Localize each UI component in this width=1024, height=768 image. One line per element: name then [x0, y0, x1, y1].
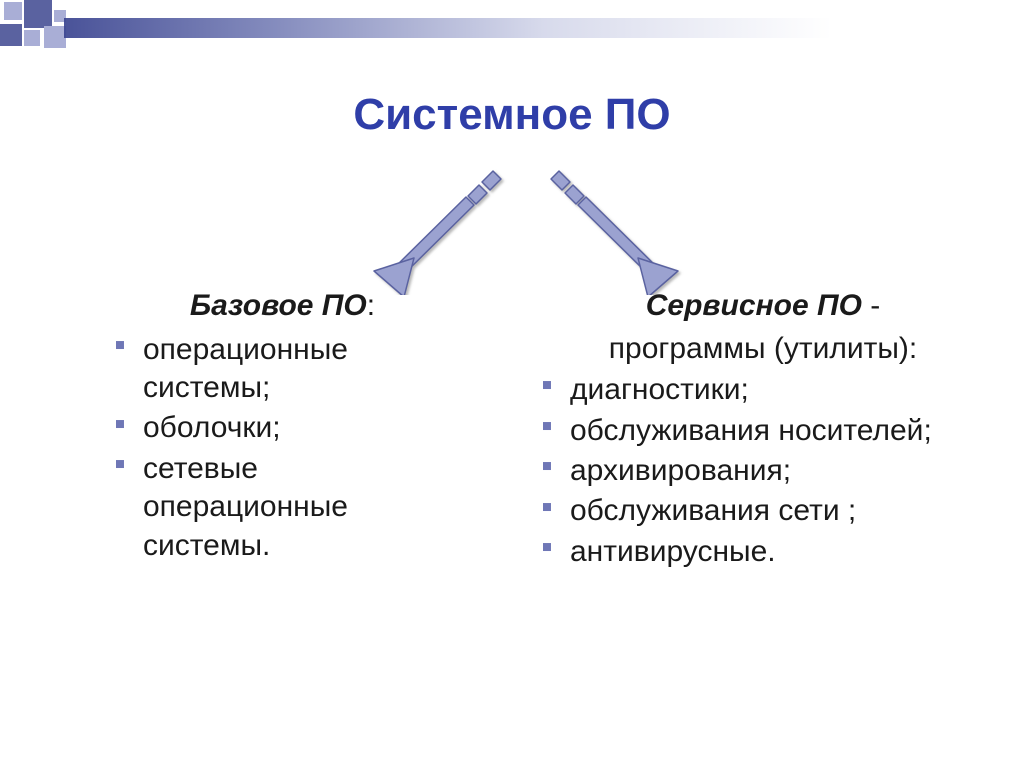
list-item: диагностики; — [542, 371, 984, 409]
branch-arrows — [0, 165, 1024, 275]
right-heading-suffix: - — [862, 289, 880, 322]
slide-title: Системное ПО — [0, 90, 1024, 140]
right-bullet-list: диагностики; обслуживания носителей; арх… — [542, 371, 984, 571]
content-columns: Базовое ПО: операционные системы; оболоч… — [0, 288, 1024, 573]
left-column: Базовое ПО: операционные системы; оболоч… — [0, 288, 470, 573]
left-heading-suffix: : — [367, 289, 375, 322]
right-heading-text: Сервисное ПО — [646, 289, 862, 322]
arrow-right — [551, 171, 678, 295]
list-item: сетевые операционные системы. — [115, 450, 450, 565]
left-heading-text: Базовое ПО — [190, 289, 367, 322]
list-item: обслуживания сети ; — [542, 492, 984, 530]
left-bullet-list: операционные системы; оболочки; сетевые … — [115, 331, 450, 565]
list-item: операционные системы; — [115, 331, 450, 408]
list-item: обслуживания носителей; — [542, 412, 984, 450]
right-column-subheading: программы (утилиты): — [542, 331, 984, 368]
list-item: антивирусные. — [542, 533, 984, 571]
arrow-left — [374, 171, 501, 295]
list-item: архивирования; — [542, 452, 984, 490]
list-item: оболочки; — [115, 409, 450, 447]
left-column-heading: Базовое ПО: — [115, 288, 450, 325]
right-column: Сервисное ПО - программы (утилиты): диаг… — [470, 288, 1024, 573]
right-column-heading: Сервисное ПО - — [542, 288, 984, 325]
slide-top-decoration — [0, 0, 1024, 56]
